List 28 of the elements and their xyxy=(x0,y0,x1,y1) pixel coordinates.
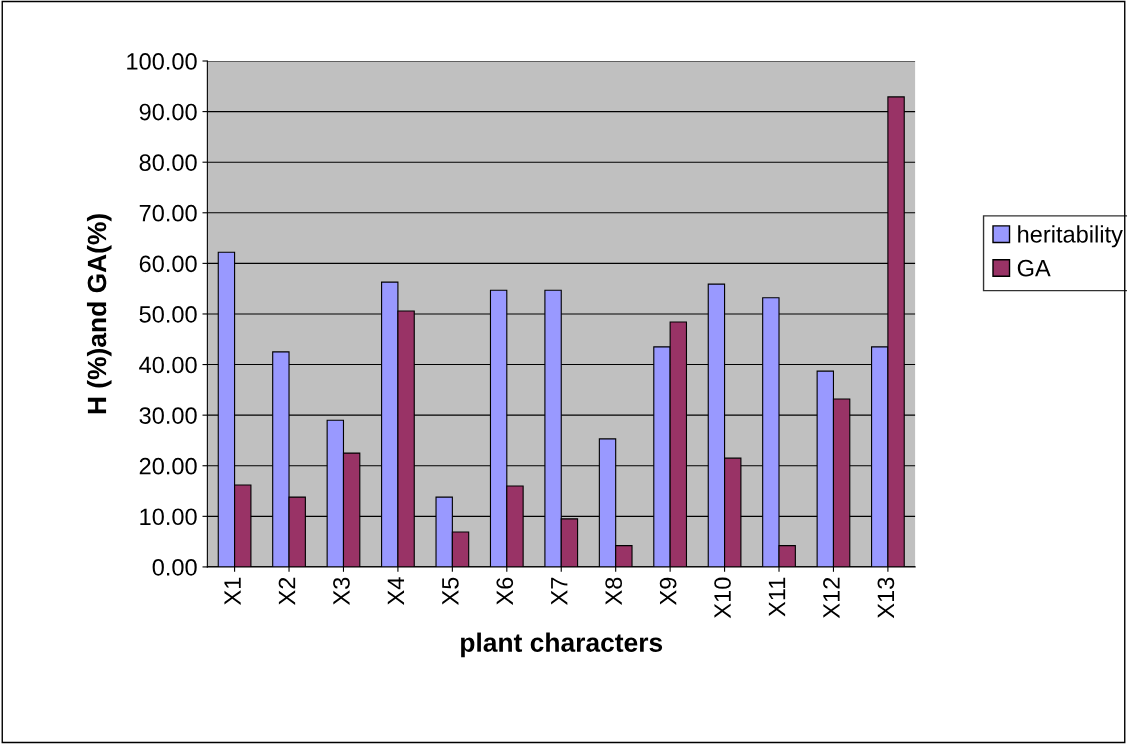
x-tick-label: X10 xyxy=(714,577,731,619)
x-tick-label: X8 xyxy=(605,577,623,605)
y-tick-label: 20.00 xyxy=(139,457,197,475)
x-tick-label: X7 xyxy=(551,577,568,605)
y-tick-label: 30.00 xyxy=(139,407,197,424)
y-tick-label: 100.00 xyxy=(127,53,197,70)
x-tick-label: X5 xyxy=(442,577,459,605)
y-axis-title: H (%)and GA(%) xyxy=(86,214,112,414)
legend-label: GA xyxy=(1017,259,1051,277)
x-tick-label: X2 xyxy=(278,577,296,605)
y-tick-label: 50.00 xyxy=(139,306,197,323)
x-tick-label: X13 xyxy=(877,577,895,619)
y-tick-label: 40.00 xyxy=(139,356,197,374)
y-tick-label: 10.00 xyxy=(140,508,197,526)
x-tick-label: X1 xyxy=(224,577,241,605)
y-tick-label: 90.00 xyxy=(139,103,197,121)
y-tick-label: 60.00 xyxy=(139,255,197,273)
x-axis-title: plant characters xyxy=(461,632,663,658)
x-tick-label: X9 xyxy=(659,577,677,605)
y-tick-label: 80.00 xyxy=(139,154,197,171)
x-tick-label: X11 xyxy=(768,577,786,617)
y-tick-label: 70.00 xyxy=(139,204,197,222)
legend-label: heritability xyxy=(1018,225,1123,248)
x-tick-label: X6 xyxy=(496,577,514,605)
x-tick-label: X3 xyxy=(333,577,350,605)
x-tick-label: X4 xyxy=(387,577,405,605)
x-tick-label: X12 xyxy=(823,577,840,619)
y-tick-label: 0.00 xyxy=(152,559,197,576)
